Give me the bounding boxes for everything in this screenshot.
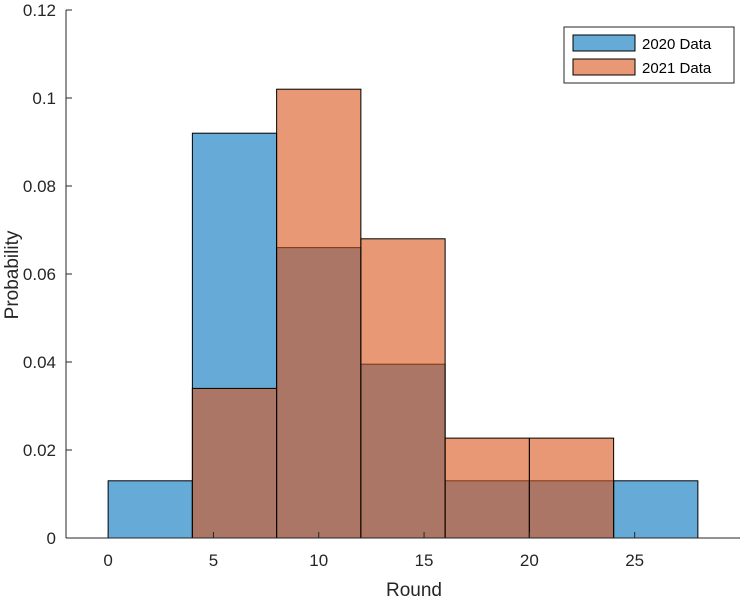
x-axis-ticks: 0 5 10 15 20 25 (103, 532, 644, 570)
y-tick-label: 0.1 (32, 89, 56, 108)
legend: 2020 Data 2021 Data (563, 26, 735, 84)
x-tick-label: 10 (309, 551, 328, 570)
y-tick-label: 0.08 (23, 177, 56, 196)
legend-entry-2021: 2021 Data (642, 60, 712, 77)
bar-2021-bin-3 (360, 238, 446, 539)
x-tick-label: 5 (209, 551, 218, 570)
y-tick-label: 0.12 (23, 1, 56, 20)
y-tick-label: 0.02 (23, 441, 56, 460)
bar-2021-bin-5 (528, 437, 615, 539)
bar-2021-bin-4 (444, 437, 530, 539)
x-tick-label: 15 (415, 551, 434, 570)
x-tick-label: 20 (520, 551, 539, 570)
legend-swatch-2020 (572, 34, 636, 52)
bar-2020-bin-6 (613, 480, 699, 539)
x-tick-label: 25 (625, 551, 644, 570)
bar-2020-bin-0 (107, 480, 193, 539)
x-axis-label: Round (386, 580, 442, 600)
y-tick-label: 0.04 (23, 353, 56, 372)
y-axis-ticks: 0 0.02 0.04 0.06 0.08 0.1 0.12 (23, 1, 72, 548)
legend-entry-2020: 2020 Data (642, 36, 712, 53)
bar-2021-bin-1 (191, 387, 278, 539)
y-tick-label: 0 (47, 529, 56, 548)
y-tick-label: 0.06 (23, 265, 56, 284)
y-axis-label: Probability (2, 230, 23, 319)
bar-2021-bin-2 (276, 88, 362, 539)
legend-swatch-2021 (572, 58, 636, 76)
x-tick-label: 0 (103, 551, 112, 570)
